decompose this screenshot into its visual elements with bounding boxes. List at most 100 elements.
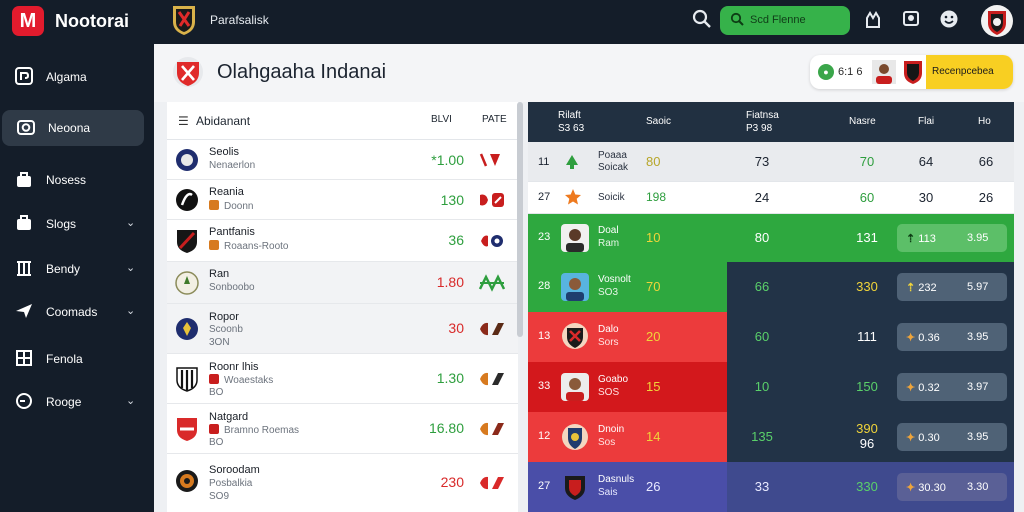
team-name: Doal bbox=[598, 225, 619, 236]
search-icon[interactable] bbox=[690, 9, 714, 33]
odds-chip[interactable]: ✦ 0.36 3.95 bbox=[897, 323, 1007, 351]
club-crest-icon bbox=[565, 476, 585, 500]
table-row[interactable]: 13 Dalo Sors 20 60 111 ✦ 0.36 3.95 bbox=[528, 312, 1014, 362]
stat-value: 24 bbox=[754, 190, 770, 205]
team-name: Reania bbox=[209, 186, 244, 198]
form-badge-icon[interactable] bbox=[478, 474, 506, 492]
team-name: Ropor bbox=[209, 311, 239, 323]
chevron-down-icon[interactable]: ⌄ bbox=[126, 305, 136, 317]
list-item[interactable]: Seolis Nenaerlon *1.00 bbox=[167, 140, 518, 180]
top-team-label[interactable]: Parafsalisk bbox=[210, 13, 269, 27]
column-header[interactable]: Fiatnsa bbox=[746, 110, 779, 121]
stat-value: 131 bbox=[856, 230, 878, 245]
odds-value: 30 bbox=[448, 320, 464, 336]
chevron-down-icon[interactable]: ⌄ bbox=[126, 262, 136, 274]
table-row[interactable]: 27 Soicik 198 24 60 30 26 bbox=[528, 182, 1014, 214]
team-name: Dalo bbox=[598, 324, 619, 335]
team-cell: 23 Doal Ram 10 bbox=[528, 214, 727, 262]
odds-chip[interactable]: ✦ 0.32 3.97 bbox=[897, 373, 1007, 401]
stat-value: 33 bbox=[754, 479, 770, 494]
list-title: Abidanant bbox=[196, 114, 251, 128]
points: 80 bbox=[646, 154, 661, 169]
chevron-down-icon[interactable]: ⌄ bbox=[126, 217, 136, 229]
table-row[interactable]: 27 Dasnuls Sais 26 33 330 ✦ 30.30 3.30 bbox=[528, 462, 1014, 512]
column-header[interactable]: Ho bbox=[978, 116, 991, 127]
player-avatar bbox=[872, 60, 896, 84]
stat-value: 330 bbox=[856, 479, 878, 494]
team-name-sub: SOS bbox=[598, 387, 620, 398]
stat-value: 66 bbox=[978, 154, 994, 169]
team-name: Vosnolt bbox=[598, 274, 631, 285]
chevron-down-icon[interactable]: ⌄ bbox=[126, 395, 136, 407]
user-avatar[interactable] bbox=[980, 3, 1014, 39]
sidebar-item-label: Algama bbox=[46, 70, 87, 84]
team-name: Goabo bbox=[598, 374, 629, 385]
team-cell: 27 Dasnuls Sais 26 bbox=[528, 462, 727, 512]
points: 70 bbox=[646, 279, 661, 294]
smiley-icon[interactable] bbox=[937, 9, 961, 33]
table-row[interactable]: 12 Dnoin Sos 14 135 390 96 ✦ 0.30 3.95 bbox=[528, 412, 1014, 462]
app-logo[interactable]: M bbox=[12, 6, 44, 36]
sidebar-item-nosess[interactable]: Nosess bbox=[0, 162, 154, 198]
player-avatar bbox=[561, 273, 589, 301]
list-item[interactable]: Ran Sonboobo 1.80 bbox=[167, 262, 518, 304]
message-icon[interactable] bbox=[899, 9, 923, 33]
team-subtitle: Sonboobo bbox=[209, 282, 255, 293]
sidebar-item-slogs[interactable]: Slogs ⌄ bbox=[0, 206, 154, 242]
sidebar: Algama Neoona Nosess Slogs ⌄ Bendy ⌄ Coo… bbox=[0, 44, 154, 512]
sidebar-item-coomads[interactable]: Coomads ⌄ bbox=[0, 294, 154, 330]
card-cta[interactable]: Recenpcebea bbox=[926, 55, 1013, 89]
odds-chip[interactable]: ⇡ 113 3.95 bbox=[897, 224, 1007, 252]
team-crest-icon[interactable] bbox=[171, 4, 197, 36]
form-badge-icon[interactable] bbox=[478, 420, 506, 438]
list-column-header[interactable]: BLVI bbox=[431, 114, 452, 125]
table-row[interactable]: 33 Goabo SOS 15 10 150 ✦ 0.32 3.97 bbox=[528, 362, 1014, 412]
table-row[interactable]: 28 Vosnolt SO3 70 66 330 ⇡ 232 5.97 bbox=[528, 262, 1014, 312]
list-item[interactable]: Soroodam Posbalkia SO9 230 bbox=[167, 454, 518, 512]
team-name-sub: Soicak bbox=[598, 162, 629, 173]
list-item[interactable]: Pantfanis Roaans-Rooto 36 bbox=[167, 220, 518, 262]
odds-chip[interactable]: ⇡ 232 5.97 bbox=[897, 273, 1007, 301]
form-badge-icon[interactable] bbox=[478, 151, 506, 169]
sidebar-item-fenola[interactable]: Fenola bbox=[0, 341, 154, 377]
stat-value: 73 bbox=[754, 154, 770, 169]
match-summary-card[interactable]: ● 6:1 6 Recenpcebea bbox=[810, 55, 1013, 89]
stat-value: 26 bbox=[978, 190, 994, 205]
list-item[interactable]: Roonr lhis Woaestaks BO 1.30 bbox=[167, 354, 518, 404]
column-header[interactable]: Nasre bbox=[849, 116, 876, 127]
form-badge-icon[interactable] bbox=[478, 191, 506, 209]
team-subtitle: Posbalkia bbox=[209, 478, 253, 489]
team-name: Dnoin bbox=[598, 424, 625, 435]
hand-icon[interactable] bbox=[861, 9, 885, 33]
list-scrollbar[interactable] bbox=[517, 102, 523, 337]
column-header[interactable]: Rilaft bbox=[558, 110, 581, 121]
stat-value: 60 bbox=[754, 329, 770, 344]
list-item[interactable]: Reania Doonn 130 bbox=[167, 180, 518, 220]
sidebar-item-algama[interactable]: Algama bbox=[0, 59, 154, 95]
column-header[interactable]: Flai bbox=[918, 116, 935, 127]
form-badge-icon[interactable] bbox=[478, 320, 506, 338]
list-item[interactable]: Natgard Bramno Roemas BO 16.80 bbox=[167, 404, 518, 454]
sidebar-item-neoona[interactable]: Neoona bbox=[2, 110, 144, 146]
team-name: Roonr lhis bbox=[209, 361, 259, 373]
column-header[interactable]: Saoic bbox=[646, 116, 672, 127]
odds-chip[interactable]: ✦ 0.30 3.95 bbox=[897, 423, 1007, 451]
sidebar-item-bendy[interactable]: Bendy ⌄ bbox=[0, 251, 154, 287]
club-crest-icon bbox=[173, 57, 203, 87]
list-menu-icon[interactable]: ☰ bbox=[178, 114, 189, 128]
form-badge-icon[interactable] bbox=[478, 232, 506, 250]
club-crest-icon bbox=[176, 149, 198, 171]
stat-value: 135 bbox=[751, 429, 773, 444]
rank: 13 bbox=[538, 330, 551, 342]
search-field[interactable]: Scd Flenne bbox=[720, 6, 850, 35]
odds-chip[interactable]: ✦ 30.30 3.30 bbox=[897, 473, 1007, 501]
stats-cell: 10 150 ✦ 0.32 3.97 bbox=[727, 362, 1014, 412]
table-row[interactable]: 11 Poaaa Soicak 80 73 70 64 66 bbox=[528, 142, 1014, 182]
list-item[interactable]: Ropor Scoonb 3ON 30 bbox=[167, 304, 518, 354]
table-row[interactable]: 23 Doal Ram 10 80 131 ⇡ 113 3.95 bbox=[528, 214, 1014, 262]
form-badge-icon[interactable] bbox=[478, 370, 506, 388]
list-column-header[interactable]: PATE bbox=[482, 114, 507, 125]
sidebar-item-rooge[interactable]: Rooge ⌄ bbox=[0, 384, 154, 420]
team-name: Soroodam bbox=[209, 464, 260, 476]
form-badge-icon[interactable] bbox=[478, 274, 506, 292]
